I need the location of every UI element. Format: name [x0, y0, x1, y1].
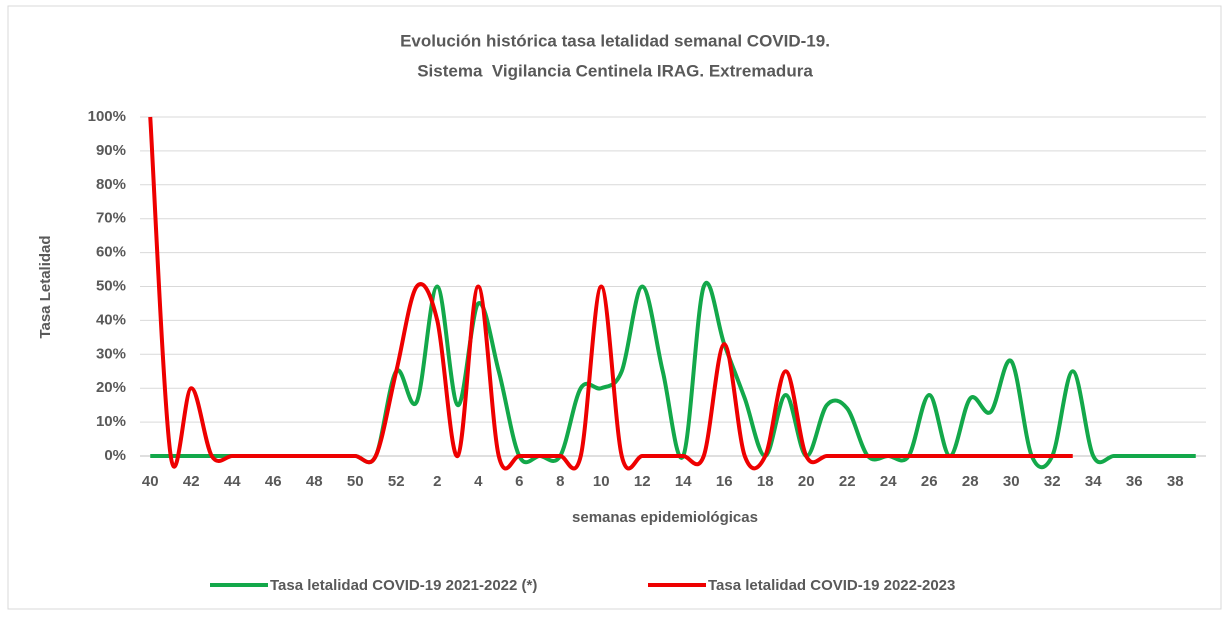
x-tick-label: 42 — [183, 473, 200, 490]
chart-title: Evolución histórica tasa letalidad seman… — [400, 31, 830, 50]
x-tick-label: 36 — [1126, 473, 1143, 490]
y-axis-label: Tasa Letalidad — [37, 235, 54, 338]
x-tick-label: 32 — [1044, 473, 1061, 490]
y-tick-label: 10% — [96, 413, 126, 430]
x-tick-label: 4 — [474, 473, 483, 490]
x-tick-label: 2 — [433, 473, 441, 490]
x-tick-label: 22 — [839, 473, 856, 490]
x-tick-label: 46 — [265, 473, 282, 490]
x-tick-label: 28 — [962, 473, 979, 490]
x-tick-label: 12 — [634, 473, 651, 490]
x-tick-label: 34 — [1085, 473, 1102, 490]
legend-label: Tasa letalidad COVID-19 2022-2023 — [708, 577, 955, 594]
x-tick-label: 18 — [757, 473, 774, 490]
y-tick-label: 80% — [96, 176, 126, 193]
y-tick-label: 60% — [96, 244, 126, 261]
series-line — [148, 116, 1073, 471]
x-tick-label: 14 — [675, 473, 692, 490]
x-tick-label: 6 — [515, 473, 523, 490]
x-tick-label: 24 — [880, 473, 897, 490]
y-tick-label: 20% — [96, 379, 126, 396]
legend-label: Tasa letalidad COVID-19 2021-2022 (*) — [270, 577, 537, 594]
x-tick-label: 44 — [224, 473, 241, 490]
x-tick-label: 10 — [593, 473, 610, 490]
x-tick-label: 52 — [388, 473, 405, 490]
x-tick-label: 8 — [556, 473, 564, 490]
chart-border — [7, 5, 1222, 610]
y-tick-label: 40% — [96, 311, 126, 328]
y-tick-label: 30% — [96, 345, 126, 362]
x-tick-label: 26 — [921, 473, 938, 490]
y-tick-label: 50% — [96, 277, 126, 294]
y-tick-label: 90% — [96, 142, 126, 159]
chart-title: Sistema Vigilancia Centinela IRAG. Extre… — [417, 61, 813, 80]
x-tick-label: 20 — [798, 473, 815, 490]
x-axis-label: semanas epidemiológicas — [572, 509, 758, 526]
x-tick-label: 40 — [142, 473, 159, 490]
x-tick-label: 16 — [716, 473, 733, 490]
y-tick-label: 100% — [88, 108, 126, 125]
y-tick-label: 0% — [104, 447, 126, 464]
x-tick-label: 30 — [1003, 473, 1020, 490]
y-tick-label: 70% — [96, 210, 126, 227]
x-tick-label: 38 — [1167, 473, 1184, 490]
x-tick-label: 48 — [306, 473, 323, 490]
x-tick-label: 50 — [347, 473, 364, 490]
